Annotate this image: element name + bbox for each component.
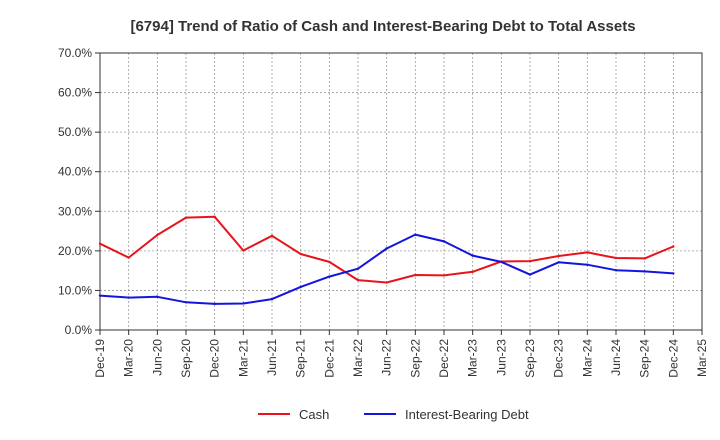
y-tick-label: 20.0% [58, 244, 92, 258]
data-point [414, 273, 417, 277]
data-point [98, 294, 102, 297]
legend: Cash Interest-Bearing Debt [258, 407, 529, 422]
y-tick-label: 60.0% [58, 86, 92, 100]
chart-title: [6794] Trend of Ratio of Cash and Intere… [130, 18, 635, 35]
data-point [557, 261, 560, 264]
data-point [500, 260, 503, 264]
data-point [299, 285, 302, 289]
y-tick-label: 10.0% [58, 283, 92, 297]
data-point [299, 252, 302, 256]
y-tick-label: 40.0% [58, 165, 92, 179]
x-tick-label: Mar-23 [466, 339, 480, 377]
x-tick-label: Dec-24 [666, 339, 680, 378]
data-point [98, 242, 102, 245]
data-point [242, 302, 245, 305]
data-point [385, 281, 388, 284]
data-point [442, 240, 446, 243]
x-tick-label: Sep-20 [179, 339, 193, 378]
y-tick-label: 70.0% [58, 46, 92, 60]
x-tick-label: Jun-22 [380, 339, 394, 376]
x-tick-label: Jun-23 [494, 339, 508, 376]
x-tick-label: Mar-22 [351, 339, 365, 377]
x-tick-label: Sep-24 [638, 339, 652, 378]
x-tick-label: Dec-21 [322, 339, 336, 378]
plot-frame [99, 52, 703, 331]
data-point [270, 234, 274, 238]
x-tick-label: Sep-21 [294, 339, 308, 378]
data-point [672, 272, 675, 275]
x-tick-label: Sep-22 [408, 339, 422, 378]
x-tick-label: Mar-24 [580, 339, 594, 377]
data-point [213, 302, 216, 306]
data-point [586, 251, 589, 254]
data-point [385, 247, 388, 250]
y-tick-label: 30.0% [58, 204, 92, 218]
x-tick-label: Mar-21 [236, 339, 250, 377]
y-tick-label: 0.0% [65, 323, 93, 337]
x-tick-label: Dec-22 [437, 339, 451, 378]
data-point [156, 233, 159, 237]
plot-background [100, 53, 702, 330]
data-point [213, 215, 216, 219]
plot-area: 0.0% 10.0% 20.0% 30.0% 40.0% 50.0% 60.0% 70.0% D… [58, 46, 709, 378]
x-tick-label: Sep-23 [523, 339, 537, 378]
data-point [614, 256, 618, 260]
x-tick-label: Jun-21 [265, 339, 279, 376]
data-point [557, 254, 560, 258]
data-point [328, 275, 331, 278]
x-tick-label: Mar-20 [122, 339, 136, 377]
legend-label: Interest-Bearing Debt [405, 407, 529, 422]
data-point [156, 295, 159, 298]
x-tick-label: Dec-23 [552, 339, 566, 378]
data-point [242, 249, 245, 252]
data-point [414, 233, 417, 236]
x-tick-label: Jun-24 [609, 339, 623, 376]
y-tick-label: 50.0% [58, 125, 92, 139]
data-point [643, 257, 646, 260]
data-point [127, 256, 130, 259]
data-point [127, 296, 130, 299]
data-point [471, 254, 474, 257]
data-point [586, 263, 589, 266]
data-point [356, 278, 360, 282]
data-point [471, 270, 474, 274]
data-point [184, 301, 188, 304]
data-point [442, 274, 446, 277]
data-point [672, 245, 675, 248]
x-tick-label: Dec-19 [93, 339, 107, 378]
x-tick-label: Jun-20 [150, 339, 164, 376]
data-point [356, 267, 360, 270]
data-point [614, 269, 618, 272]
data-point [528, 273, 532, 276]
data-point [643, 270, 646, 273]
data-point [270, 297, 274, 301]
x-tick-label: Dec-20 [208, 339, 222, 378]
data-point [328, 260, 331, 264]
data-point [184, 216, 188, 219]
x-tick-label: Mar-25 [695, 339, 709, 377]
data-point [528, 259, 532, 263]
legend-label: Cash [299, 407, 329, 422]
